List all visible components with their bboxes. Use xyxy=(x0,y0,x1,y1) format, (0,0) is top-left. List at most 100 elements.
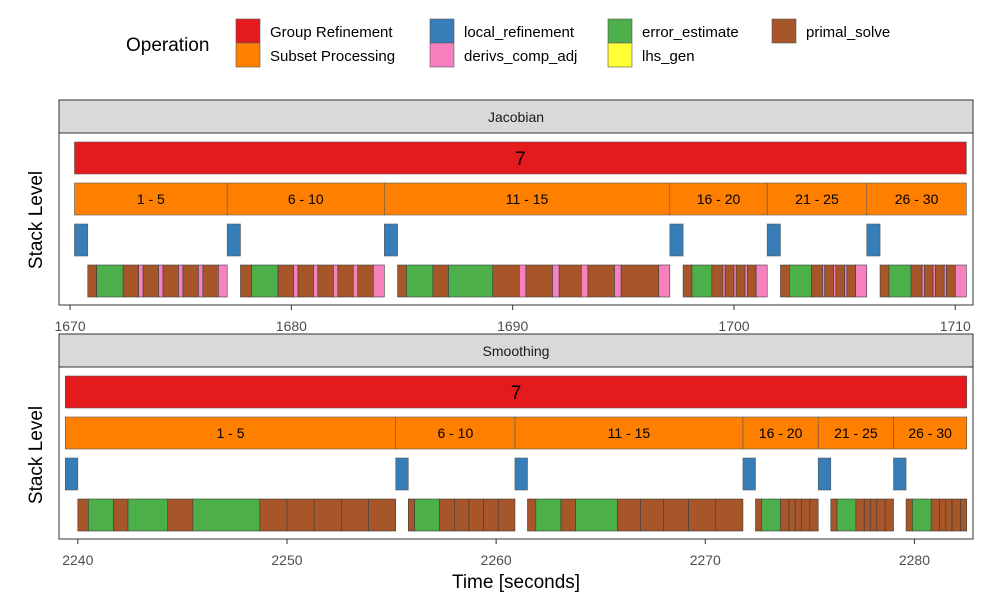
facet-strip-label: Jacobian xyxy=(488,109,544,125)
operation-bar-primal-solve xyxy=(113,498,129,532)
operation-bar-derivs-comp-adj xyxy=(519,264,527,298)
operation-bar-derivs-comp-adj xyxy=(580,264,589,298)
operation-bar-error-estimate xyxy=(414,498,440,532)
local-refinement-bar xyxy=(866,223,881,257)
legend-key-subset-processing xyxy=(235,42,261,68)
operation-bar-primal-solve xyxy=(863,498,871,532)
operation-bar-derivs-comp-adj xyxy=(313,264,319,298)
operation-bar-error-estimate xyxy=(535,498,562,532)
operation-bar-derivs-comp-adj xyxy=(755,264,768,298)
local-refinement-bar xyxy=(893,457,907,491)
operation-bar-primal-solve xyxy=(951,498,961,532)
operation-bar-primal-solve xyxy=(527,498,537,532)
group-refinement-label: 7 xyxy=(511,383,522,404)
operation-bar-derivs-comp-adj xyxy=(954,264,967,298)
operation-bar-derivs-comp-adj xyxy=(614,264,622,298)
subset-bar xyxy=(893,416,968,450)
legend-key-error-estimate xyxy=(607,18,633,44)
operation-bar-primal-solve xyxy=(558,264,582,298)
operation-bar-derivs-comp-adj xyxy=(333,264,339,298)
subset-label: 16 - 20 xyxy=(697,191,741,207)
local-refinement-bar xyxy=(64,457,79,491)
operation-bar-primal-solve xyxy=(468,498,484,532)
operation-bar-derivs-comp-adj xyxy=(733,264,737,298)
operation-bar-primal-solve xyxy=(945,498,953,532)
legend-label: derivs_comp_adj xyxy=(464,48,577,65)
operation-bar-derivs-comp-adj xyxy=(293,264,299,298)
operation-bar-derivs-comp-adj xyxy=(833,264,837,298)
legend-label: lhs_gen xyxy=(642,48,695,65)
operation-bar-derivs-comp-adj xyxy=(855,264,868,298)
operation-bar-error-estimate xyxy=(406,264,434,298)
subset-label: 21 - 25 xyxy=(834,425,878,441)
x-tick-label: 1690 xyxy=(497,318,528,334)
operation-bar-primal-solve xyxy=(780,264,790,298)
subset-label: 1 - 5 xyxy=(216,425,244,441)
operation-bar-primal-solve xyxy=(202,264,219,298)
operation-bar-primal-solve xyxy=(277,264,294,298)
operation-bar-primal-solve xyxy=(870,498,878,532)
operation-bar-primal-solve xyxy=(87,264,97,298)
legend-label: error_estimate xyxy=(642,24,739,41)
operation-bar-primal-solve xyxy=(560,498,576,532)
legend-label: local_refinement xyxy=(464,24,575,41)
x-tick-label: 2250 xyxy=(271,552,302,568)
operation-bar-error-estimate xyxy=(127,498,169,532)
operation-bar-primal-solve xyxy=(876,498,886,532)
operation-bar-primal-solve xyxy=(182,264,199,298)
operation-bar-primal-solve xyxy=(663,498,689,532)
subset-label: 26 - 30 xyxy=(895,191,939,207)
operation-bar-primal-solve xyxy=(755,498,763,532)
operation-bar-primal-solve xyxy=(830,498,838,532)
operation-bar-primal-solve xyxy=(930,498,940,532)
x-tick-label: 1710 xyxy=(940,318,971,334)
operation-bar-primal-solve xyxy=(905,498,913,532)
operation-bar-primal-solve xyxy=(811,264,823,298)
operation-bar-derivs-comp-adj xyxy=(722,264,726,298)
y-axis-title: Stack Level xyxy=(26,171,47,269)
operation-bar-primal-solve xyxy=(724,264,735,298)
local-refinement-bar xyxy=(74,223,89,257)
operation-bar-primal-solve xyxy=(162,264,179,298)
operation-bar-primal-solve xyxy=(286,498,315,532)
facet-strip-label: Smoothing xyxy=(483,343,550,359)
operation-bar-primal-solve xyxy=(682,264,693,298)
operation-bar-primal-solve xyxy=(620,264,660,298)
operation-bar-primal-solve xyxy=(960,498,968,532)
operation-bar-primal-solve xyxy=(587,264,615,298)
operation-bar-primal-solve xyxy=(432,264,449,298)
operation-bar-primal-solve xyxy=(939,498,947,532)
operation-bar-primal-solve xyxy=(453,498,470,532)
legend: Operation Group Refinement Subset Processi… xyxy=(126,18,890,68)
operation-bar-primal-solve xyxy=(297,264,314,298)
operation-bar-error-estimate xyxy=(691,264,713,298)
operation-bar-derivs-comp-adj xyxy=(158,264,164,298)
x-tick-label: 1680 xyxy=(276,318,307,334)
operation-bar-primal-solve xyxy=(924,264,934,298)
operation-bar-primal-solve xyxy=(483,498,499,532)
operation-bar-error-estimate xyxy=(96,264,124,298)
operation-bar-primal-solve xyxy=(397,264,407,298)
local-refinement-bar xyxy=(766,223,781,257)
x-tick-label: 1700 xyxy=(718,318,749,334)
operation-bar-primal-solve xyxy=(824,264,834,298)
facet-strip xyxy=(58,99,974,134)
operation-bar-error-estimate xyxy=(836,498,857,532)
legend-key-primal-solve xyxy=(771,18,797,44)
operation-bar-primal-solve xyxy=(809,498,819,532)
subset-label: 11 - 15 xyxy=(506,191,549,207)
subset-bar xyxy=(669,182,768,216)
subset-label: 6 - 10 xyxy=(437,425,473,441)
x-tick-label: 2280 xyxy=(899,552,930,568)
operation-bar-primal-solve xyxy=(735,264,746,298)
operation-bar-primal-solve xyxy=(77,498,89,532)
legend-key-group-refinement xyxy=(235,18,261,44)
operation-bar-primal-solve xyxy=(711,264,724,298)
operation-bar-primal-solve xyxy=(259,498,288,532)
x-tick-label: 2270 xyxy=(690,552,721,568)
x-tick-label: 2260 xyxy=(481,552,512,568)
operation-bar-primal-solve xyxy=(835,264,845,298)
local-refinement-bar xyxy=(817,457,832,491)
legend-label: Subset Processing xyxy=(270,48,395,65)
panel-jacobian: Jacobian 7 1 - 5 6 - 10 11 - 15 16 - 20 21 - 2… xyxy=(54,99,974,334)
